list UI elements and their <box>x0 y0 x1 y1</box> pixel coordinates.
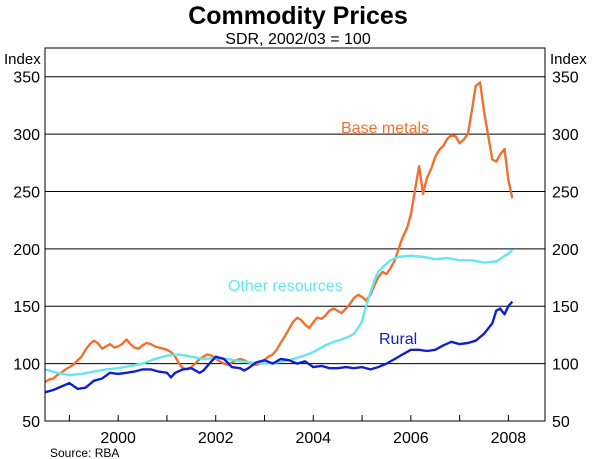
x-tick-label: 2006 <box>393 430 429 447</box>
source-note: Source: RBA <box>50 446 119 459</box>
y-tick-label-left: 300 <box>13 127 40 144</box>
axis-ticks: 50 50 100 100 150 150 200 200 250 250 300 300 350 350… <box>13 70 579 447</box>
series-line-other-resources <box>44 249 514 377</box>
plot-frame <box>44 47 546 422</box>
x-tick-label: 2000 <box>100 430 136 447</box>
y-tick-label-right: 350 <box>552 70 579 87</box>
y-tick-label-left: 200 <box>13 242 40 259</box>
y-tick-label-right: 200 <box>552 242 579 259</box>
series-label-base-metals: Base metals <box>341 120 429 137</box>
x-tick-label: 2004 <box>295 430 331 447</box>
y-tick-label-right: 300 <box>552 127 579 144</box>
x-tick-label: 2002 <box>198 430 234 447</box>
y-tick-label-right: 50 <box>552 414 570 431</box>
series-lines <box>44 81 514 394</box>
y-tick-label-left: 150 <box>13 299 40 316</box>
y-tick-label-right: 150 <box>552 299 579 316</box>
y-tick-label-right: 250 <box>552 184 579 201</box>
series-line-rural <box>44 300 514 394</box>
y-tick-label-left: 350 <box>13 70 40 87</box>
series-label-other-resources: Other resources <box>228 278 343 295</box>
y-axis-label-left: Index <box>4 51 41 68</box>
series-line-base-metals <box>44 81 514 384</box>
series-label-rural: Rural <box>379 331 417 348</box>
x-tick-label: 2008 <box>491 430 527 447</box>
y-tick-label-right: 100 <box>552 357 579 374</box>
y-axis-label-right: Index <box>550 51 587 68</box>
gridlines <box>45 76 545 365</box>
y-tick-label-left: 50 <box>22 414 40 431</box>
y-tick-label-left: 250 <box>13 184 40 201</box>
y-tick-label-left: 100 <box>13 357 40 374</box>
chart-subtitle: SDR, 2002/03 = 100 <box>225 31 371 48</box>
chart-title: Commodity Prices <box>188 2 408 30</box>
